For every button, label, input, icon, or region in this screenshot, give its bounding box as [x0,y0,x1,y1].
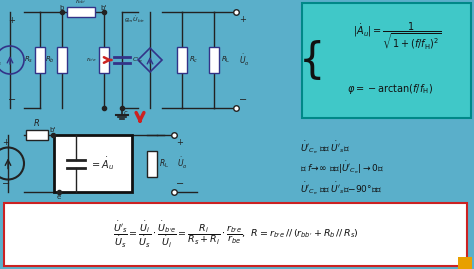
Text: $\varphi = -\arctan(f/f_\mathrm{H})$: $\varphi = -\arctan(f/f_\mathrm{H})$ [347,82,433,96]
Text: $\dot{U}_s$: $\dot{U}_s$ [0,52,2,68]
Text: $R_c$: $R_c$ [189,55,199,65]
Text: $\dot{U}_o$: $\dot{U}_o$ [239,52,250,68]
Text: $|\dot{A}_u| = \dfrac{1}{\sqrt{1+(f/f_\mathrm{H})^2}}$: $|\dot{A}_u| = \dfrac{1}{\sqrt{1+(f/f_\m… [353,20,441,51]
Bar [54,135,132,192]
Bar [57,47,67,73]
Bar [67,7,95,17]
Text: −: − [8,95,16,105]
Text: c: c [124,110,128,116]
Bar [302,3,471,118]
Text: $R_\mathrm{L}$: $R_\mathrm{L}$ [221,55,230,65]
Bar [458,257,472,269]
Text: +: + [2,138,9,147]
Text: $=\dot{A}_u$: $=\dot{A}_u$ [90,155,115,172]
Text: e: e [57,194,61,200]
Text: b': b' [101,5,107,11]
Text: $r_{b'e}$: $r_{b'e}$ [86,56,97,65]
Text: 当 $f\!\to\!\infty$ 时，$|\dot{U}'_{C_\pi}|\to 0$，: 当 $f\!\to\!\infty$ 时，$|\dot{U}'_{C_\pi}|… [300,159,384,176]
Text: $\dot{U}'_{C_\pi}$ 滞后 $\dot{U}'_s$，: $\dot{U}'_{C_\pi}$ 滞后 $\dot{U}'_s$， [300,139,350,155]
Text: −: − [176,179,184,189]
Bar [26,130,48,140]
Text: $\dot{U}'_s$: $\dot{U}'_s$ [0,156,1,171]
Text: +: + [9,16,16,25]
Text: $R_\mathrm{L}$: $R_\mathrm{L}$ [159,157,169,170]
Text: +: + [176,138,183,147]
Text: b': b' [50,127,56,133]
Text: −: − [2,179,10,189]
Text: $R_b$: $R_b$ [46,55,55,65]
Bar [4,203,467,266]
Bar [99,47,109,73]
Text: $C'_\pi$: $C'_\pi$ [132,55,143,65]
Bar [177,47,187,73]
Text: $R_s$: $R_s$ [24,55,33,65]
Text: $\dot{U}'_{C_\pi}$ 滞后 $\dot{U}'_s$（$-90°$）。: $\dot{U}'_{C_\pi}$ 滞后 $\dot{U}'_s$（$-90°… [300,180,383,197]
Text: $r_{bb'}$: $r_{bb'}$ [75,0,87,6]
Text: $R$: $R$ [34,117,40,128]
Text: $\dot{U}_o$: $\dot{U}_o$ [177,156,188,171]
Bar [147,150,157,176]
Text: +: + [239,15,246,24]
Text: {: { [299,40,325,82]
Text: b: b [60,5,64,11]
Text: $g_m\dot{U}_{b'e}$: $g_m\dot{U}_{b'e}$ [124,14,146,24]
Text: −: − [239,95,247,105]
Bar [209,47,219,73]
Text: $\dfrac{\dot{U}'_s}{\dot{U}_s} = \dfrac{\dot{U}_i}{\dot{U}_s} \cdot \dfrac{\dot{: $\dfrac{\dot{U}'_s}{\dot{U}_s} = \dfrac{… [113,220,358,250]
Bar [35,47,45,73]
